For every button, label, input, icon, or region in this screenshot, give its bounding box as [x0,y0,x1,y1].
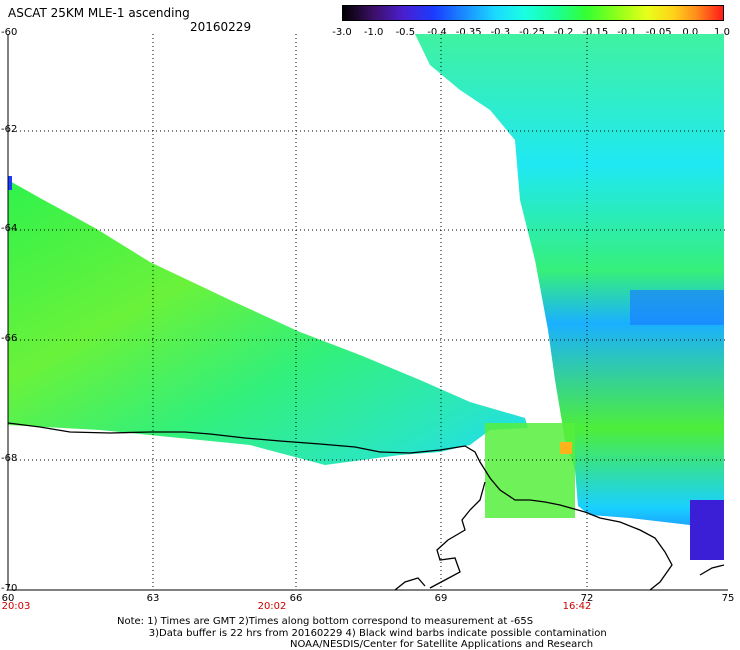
left-data-swath [8,180,528,465]
colorbar-label: -0.05 [645,27,672,38]
colorbar-label: -0.4 [427,27,447,38]
colorbar-labels: -3.0 -1.0 -0.5 -0.4 -0.35 -0.3 -0.25 -0.2 -0.15-… [330,27,735,39]
lat-label: -70 [1,583,18,594]
colorbar-label: -0.3 [490,27,511,38]
lat-label: -62 [1,124,18,135]
footer-credit: NOAA/NESDIS/Center for Satellite Applica… [290,639,594,650]
colorbar [342,5,724,21]
lat-label: -60 [1,27,18,38]
grid-lines [8,34,728,590]
colorbar-label: -0.35 [455,27,482,38]
colorbar-label: -3.0 [332,27,352,38]
axis-frame [7,34,728,591]
coastline-bay [429,481,486,589]
chart-title: ASCAT 25KM MLE-1 ascending [8,6,190,20]
coastline-east [699,564,725,576]
chart-date: 20160229 [190,20,252,34]
lon-label: 63 [146,593,160,604]
colorbar-label: -0.5 [395,27,416,38]
coastal-green-patch [485,423,575,518]
lat-label: -66 [1,333,18,344]
colorbar-label: -0.2 [553,27,574,38]
colorbar-label: 1.0 [714,27,730,38]
blue-patch-2 [630,290,724,325]
colorbar-label: 0.0 [682,27,699,38]
lon-label: 66 [289,593,303,604]
lon-label: 69 [434,593,448,604]
colorbar-label: -1.0 [363,27,384,38]
time-label: 16:42 [562,601,592,612]
blue-patch [690,500,724,560]
lon-label: 72 [580,593,594,604]
lon-label: 60 [1,593,15,604]
right-data-swath [415,34,724,560]
colorbar-label: -0.15 [582,27,609,38]
time-label: 20:02 [257,601,287,612]
orange-spot [560,442,572,454]
colorbar-label: -0.1 [617,27,637,38]
edge-blue-mark [8,176,12,190]
colorbar-label: -0.25 [519,27,545,38]
lat-label: -68 [1,453,18,464]
coastline-inlet [394,577,426,591]
lon-label: 75 [721,593,735,604]
time-label: 20:03 [1,601,31,612]
lat-label: -64 [1,223,18,234]
footer-note: Note: 1) Times are GMT 2)Times along bot… [117,616,607,639]
coastline [7,422,673,591]
